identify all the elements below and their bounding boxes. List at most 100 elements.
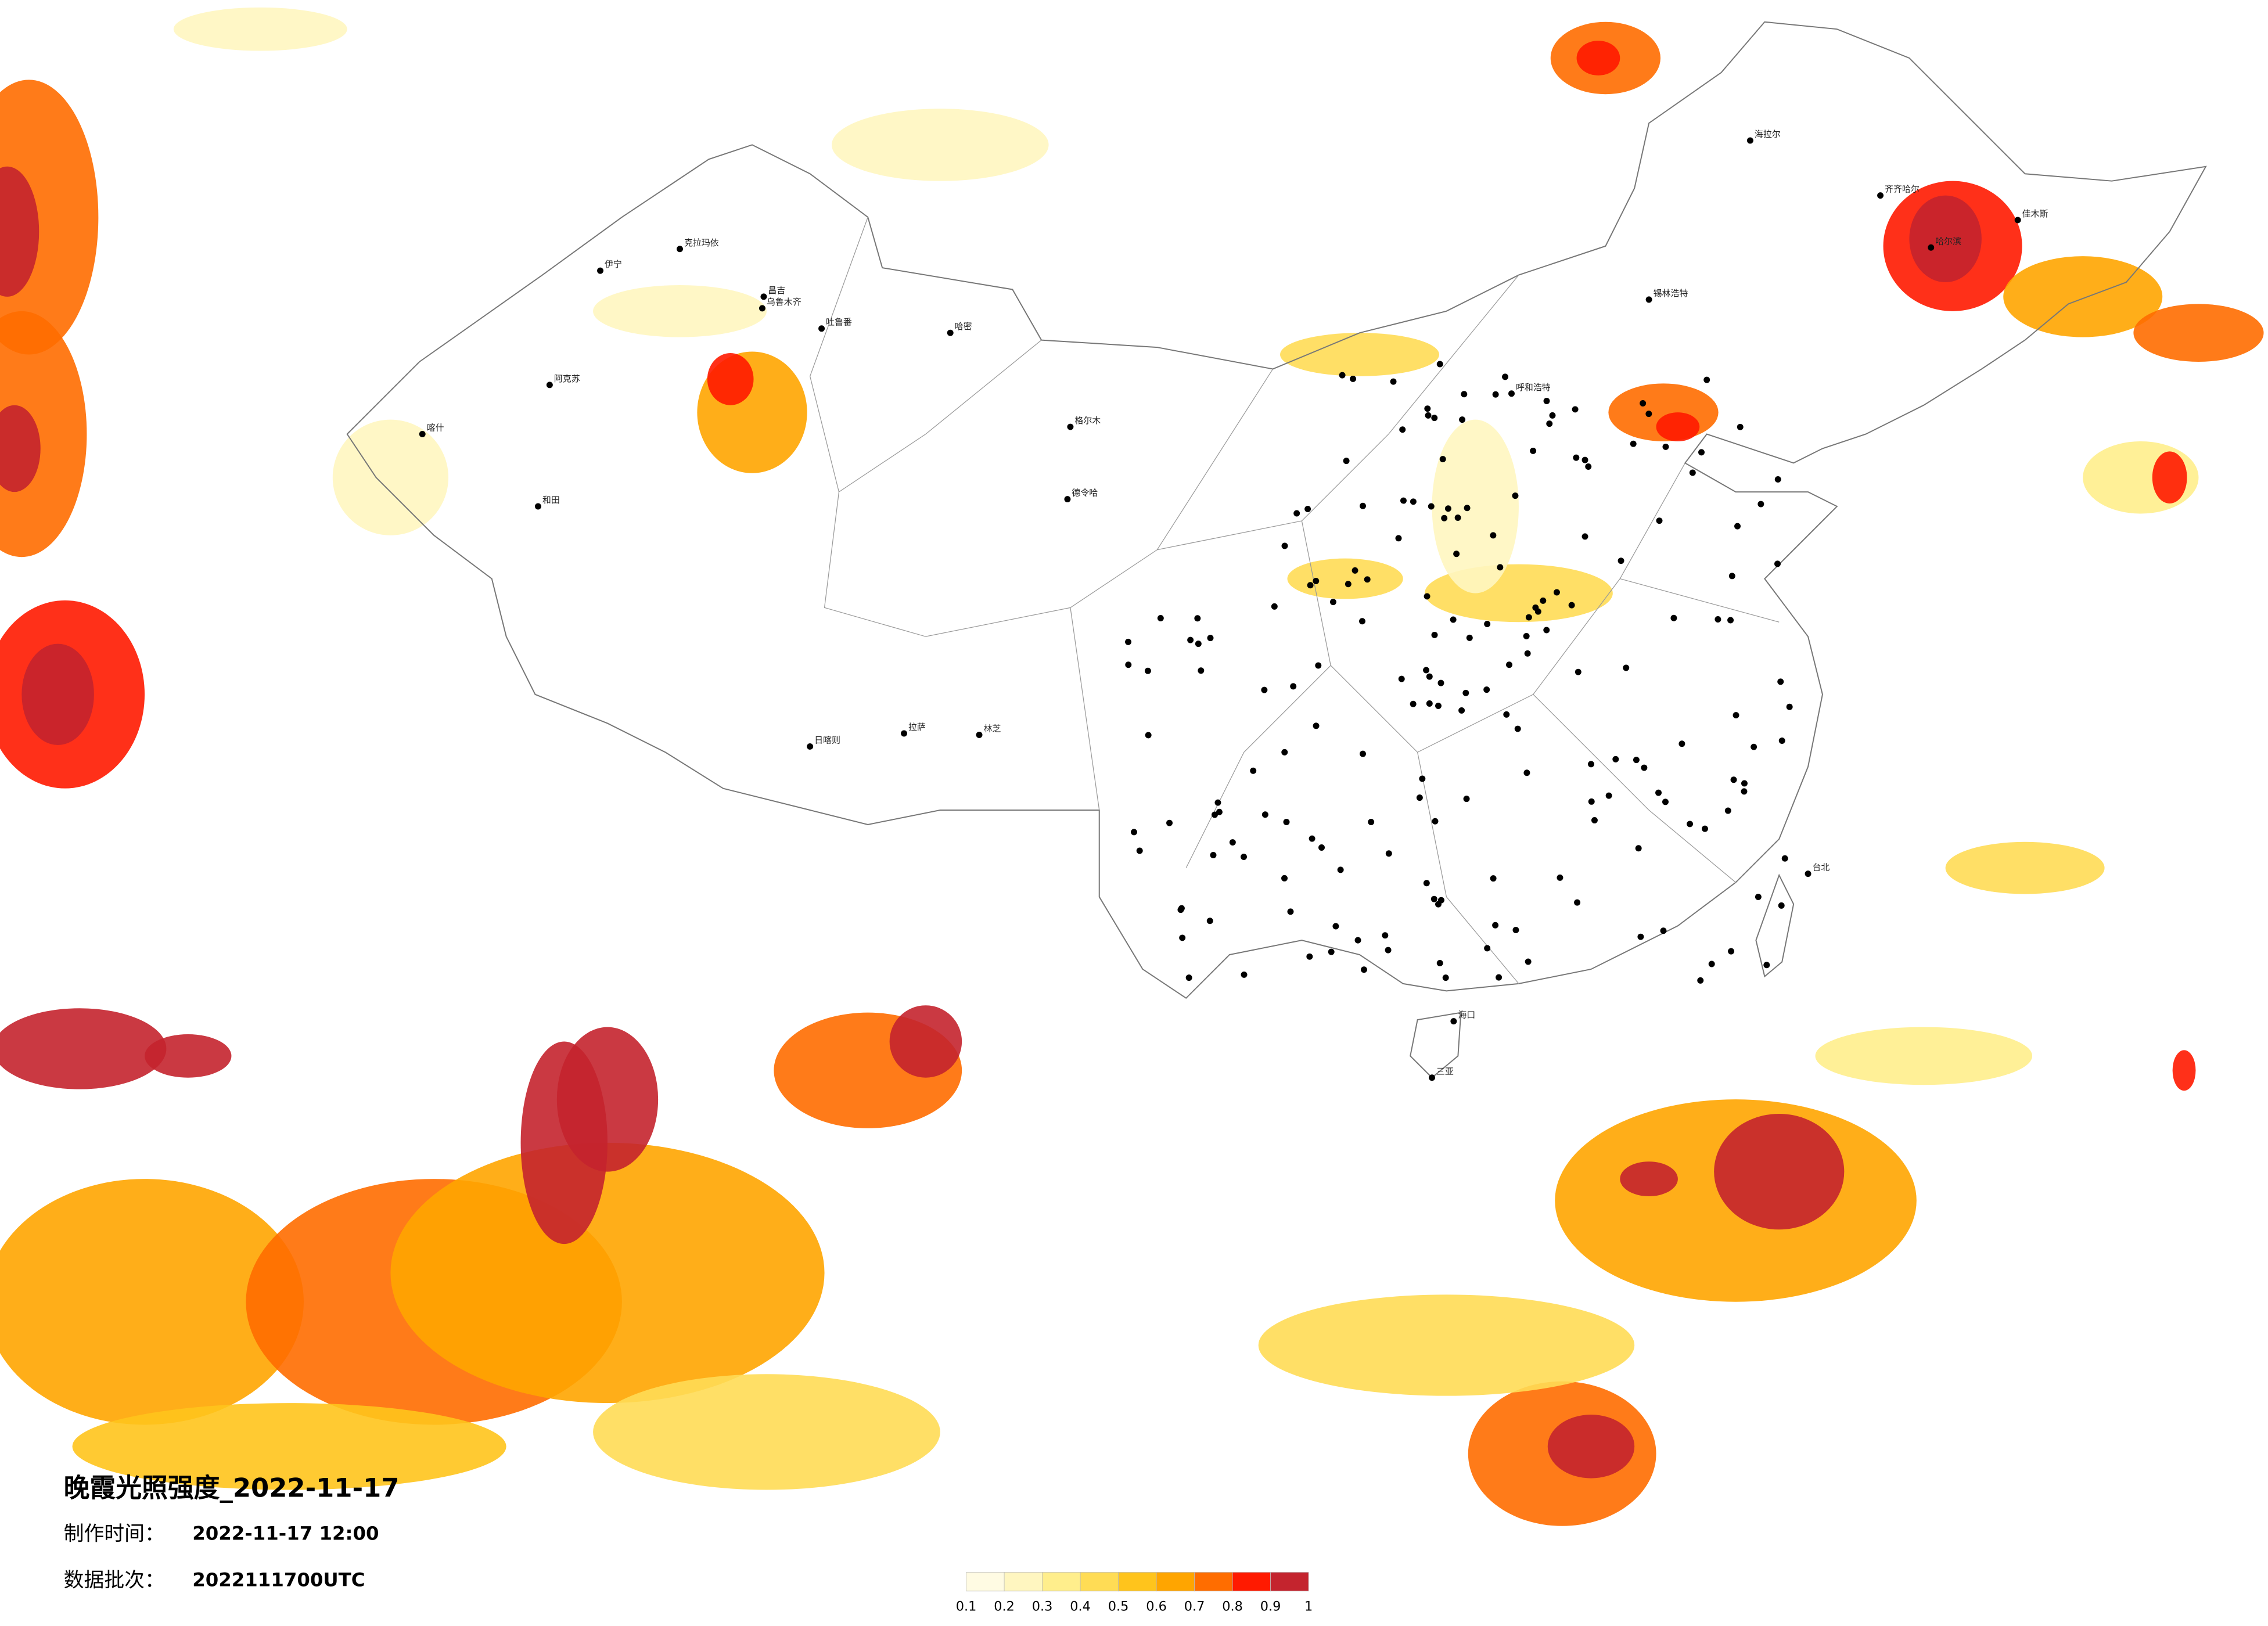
city-dot xyxy=(1605,792,1612,799)
city-dot xyxy=(1361,966,1367,973)
city-dot xyxy=(1281,749,1288,756)
heat-patch xyxy=(2172,1050,2196,1091)
city-dot xyxy=(1179,934,1186,941)
city-dot xyxy=(1281,542,1288,549)
city-dot xyxy=(1424,593,1430,600)
legend-swatch xyxy=(1080,1572,1119,1592)
city-dot xyxy=(1315,662,1322,669)
city-dot xyxy=(1343,458,1350,465)
heat-patch xyxy=(173,7,347,51)
city-dot xyxy=(1293,510,1300,517)
city-dot xyxy=(1229,839,1236,846)
city-label: 和田 xyxy=(542,495,560,505)
city-dot xyxy=(1281,875,1288,882)
city-dot xyxy=(1423,880,1430,887)
city-dot xyxy=(1450,1018,1457,1025)
city-dot xyxy=(1426,700,1433,707)
city-dot xyxy=(1283,818,1290,825)
city-dot xyxy=(1437,897,1444,904)
legend-label: 0.6 xyxy=(1146,1599,1167,1614)
city-dot xyxy=(1328,948,1335,955)
heat-patch xyxy=(593,1374,940,1490)
city-dot xyxy=(1508,390,1515,397)
city-dot xyxy=(1549,412,1556,419)
city-dot xyxy=(1532,604,1539,611)
heat-patch xyxy=(0,1008,167,1089)
legend-label: 0.2 xyxy=(994,1599,1015,1614)
legend-label: 0.1 xyxy=(956,1599,977,1614)
city-dot xyxy=(1523,632,1530,639)
city-dot xyxy=(1655,789,1662,796)
city-dot xyxy=(1637,933,1644,940)
city-label: 日喀则 xyxy=(814,735,840,745)
city-dot xyxy=(1484,621,1491,627)
city-dot xyxy=(1640,400,1647,406)
city-dot xyxy=(1350,375,1357,382)
city-dot xyxy=(1410,700,1417,707)
city-dot xyxy=(1734,523,1741,530)
city-dot xyxy=(1618,557,1624,564)
city-dot xyxy=(1568,602,1575,609)
city-dot xyxy=(1540,597,1547,604)
city-label: 阿克苏 xyxy=(554,373,580,384)
city-dot xyxy=(1737,423,1744,430)
city-dot xyxy=(1432,818,1439,825)
city-dot xyxy=(1194,615,1201,622)
heat-patch xyxy=(831,109,1049,181)
legend-label: 0.7 xyxy=(1184,1599,1205,1614)
city-label: 格尔木 xyxy=(1074,415,1101,426)
city-dot xyxy=(1157,615,1164,622)
city-dot xyxy=(1490,875,1497,882)
heat-patch xyxy=(2152,451,2187,504)
heat-patch xyxy=(1620,1161,1678,1196)
city-dot xyxy=(1136,847,1143,854)
city-dot xyxy=(1360,502,1366,509)
city-dot xyxy=(1458,707,1465,714)
city-dot xyxy=(1727,617,1734,624)
city-dot xyxy=(1416,794,1423,801)
city-dot xyxy=(1502,373,1509,380)
legend-swatch xyxy=(1270,1572,1309,1592)
city-dot xyxy=(1715,616,1721,623)
heat-patch xyxy=(1656,412,1700,441)
city-dot xyxy=(1805,870,1811,877)
city-dot xyxy=(1359,618,1365,625)
city-dot xyxy=(1514,725,1521,732)
city-dot xyxy=(1352,567,1358,574)
city-dot xyxy=(1329,599,1336,606)
heat-patch xyxy=(707,353,754,405)
city-dot xyxy=(1145,732,1152,739)
legend-swatch xyxy=(1156,1572,1195,1592)
heat-patch xyxy=(145,1034,232,1078)
legend-swatch xyxy=(1004,1572,1043,1592)
city-dot xyxy=(1428,503,1435,510)
city-dot xyxy=(1064,496,1071,503)
city-dot xyxy=(1067,423,1074,430)
heat-patch xyxy=(1547,1415,1635,1478)
made-time: 2022-11-17 12:00 xyxy=(192,1523,379,1545)
city-dot xyxy=(1497,564,1504,571)
city-dot xyxy=(1144,667,1151,674)
city-dot xyxy=(807,743,814,750)
map-title: 晚霞光照强度_2022-11-17 xyxy=(64,1473,400,1503)
city-dot xyxy=(1877,192,1884,199)
city-dot xyxy=(1425,412,1432,419)
city-label: 德令哈 xyxy=(1072,488,1098,498)
city-dot xyxy=(1525,614,1532,621)
city-dot xyxy=(2014,217,2021,224)
city-dot xyxy=(1453,551,1460,557)
city-dot xyxy=(1703,376,1710,383)
made-label: 制作时间： xyxy=(64,1523,165,1546)
legend-swatch xyxy=(966,1572,1005,1592)
city-dot xyxy=(1442,974,1449,981)
city-dot xyxy=(1670,614,1677,621)
city-dot xyxy=(818,325,825,332)
city-dot xyxy=(1763,962,1770,969)
city-dot xyxy=(534,503,541,510)
city-dot xyxy=(1546,420,1553,427)
legend-label: 0.9 xyxy=(1260,1599,1281,1614)
city-dot xyxy=(1459,416,1466,423)
city-dot xyxy=(1166,819,1173,826)
city-dot xyxy=(1530,447,1537,454)
city-dot xyxy=(1662,443,1669,450)
